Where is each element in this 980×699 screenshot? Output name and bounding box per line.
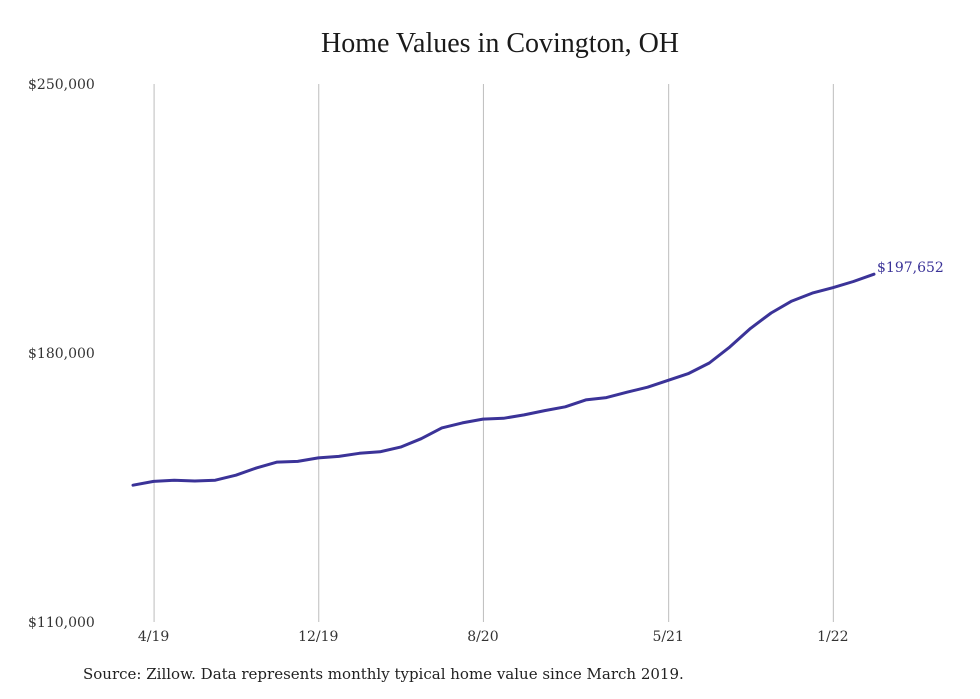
data-point-10-21 (769, 311, 773, 315)
data-point-7-20 (461, 421, 464, 425)
data-point-4-19 (152, 480, 155, 483)
series-points (131, 273, 876, 487)
y-tick-label: $110,000 (28, 615, 95, 631)
data-point-5-20 (419, 437, 423, 440)
chart-title: Home Values in Covington, OH (320, 28, 680, 59)
data-point-11-20 (543, 409, 546, 412)
x-tick-label: 12/19 (298, 629, 338, 645)
x-axis-ticks: 4/19 12/19 8/20 5/21 1/22 (138, 629, 849, 645)
data-point-8-19 (234, 474, 238, 477)
data-point-6-21 (687, 372, 690, 375)
data-point-12-21 (811, 291, 814, 295)
source-note: Source: Zillow. Data represents monthly … (83, 665, 684, 683)
data-point-3-20 (378, 450, 382, 453)
data-point-8-20 (481, 417, 485, 421)
data-point-11-19 (296, 460, 299, 463)
data-point-3-21 (625, 390, 629, 394)
x-tick-label: 5/21 (652, 629, 683, 645)
x-tick-label: 1/22 (817, 629, 848, 645)
data-point-10-19 (275, 460, 279, 464)
data-point-9-20 (502, 417, 505, 420)
data-point-3-19 (131, 483, 135, 487)
data-point-7-21 (708, 361, 711, 365)
end-value-label: $197,652 (877, 260, 944, 276)
line-chart: $110,000 $180,000 $250,000 4/19 12/19 8/20 5/… (28, 77, 944, 645)
data-point-6-19 (193, 479, 196, 483)
data-point-9-21 (749, 327, 752, 330)
y-axis-ticks: $110,000 $180,000 $250,000 (28, 77, 95, 631)
x-tick-label: 8/20 (467, 629, 498, 645)
data-point-1-20 (337, 455, 341, 458)
data-point-8-21 (728, 345, 732, 349)
y-tick-label: $180,000 (28, 346, 95, 362)
series-line-home-value (131, 272, 876, 487)
data-point-5-19 (172, 478, 176, 482)
data-point-12-20 (564, 405, 567, 408)
data-point-3-22 (872, 273, 876, 276)
data-point-1-22 (831, 286, 835, 289)
data-point-1-21 (584, 398, 588, 402)
data-point-9-19 (255, 466, 258, 470)
data-point-2-22 (852, 280, 855, 283)
data-point-4-20 (399, 445, 402, 449)
y-tick-label: $250,000 (28, 77, 95, 93)
data-point-2-21 (605, 396, 608, 399)
data-point-12-19 (317, 456, 320, 460)
data-point-2-20 (358, 452, 361, 455)
x-tick-label: 4/19 (138, 629, 169, 645)
data-point-11-21 (790, 299, 793, 303)
data-point-6-20 (440, 426, 443, 430)
grid-lines (153, 84, 834, 622)
data-point-10-20 (522, 413, 526, 417)
data-point-7-19 (214, 478, 217, 482)
data-point-4-21 (646, 386, 649, 389)
data-point-5-21 (666, 379, 670, 382)
